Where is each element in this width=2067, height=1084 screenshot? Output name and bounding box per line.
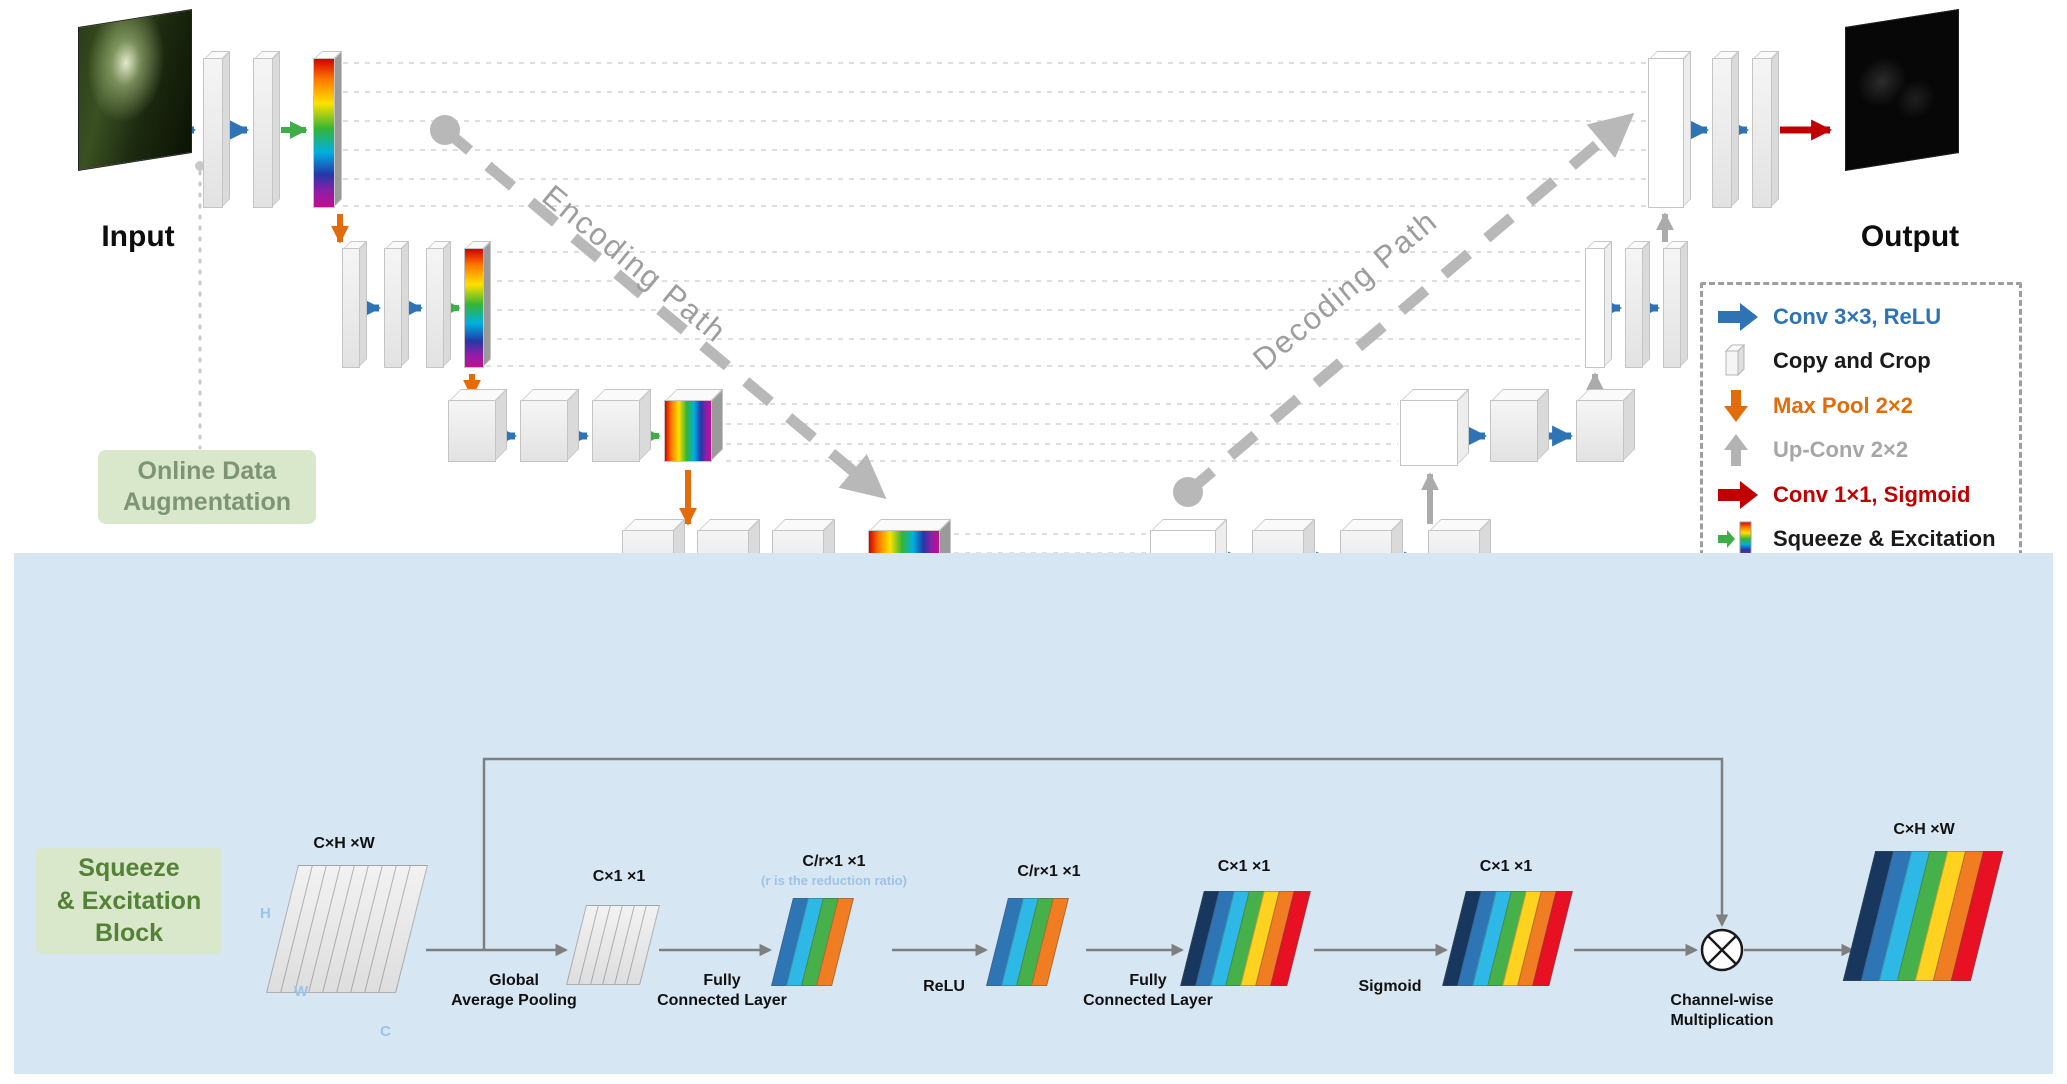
global-average-pooling-label: Global Average Pooling [451, 972, 577, 1009]
fc1-label: Fully Connected Layer [657, 972, 787, 1009]
pooled-dims-label: C×1 ×1 [592, 868, 646, 885]
conv-feature-slab [384, 248, 402, 368]
se-skip-line [482, 757, 1729, 950]
squeeze-excitation-panel: Squeeze & Excitation Block C×H ×W H W C … [14, 553, 2053, 1074]
sigmoid-label: Sigmoid [1358, 978, 1422, 995]
maxpool-arrow-icon [1715, 386, 1761, 426]
channel-multiplication-symbol [1700, 928, 1744, 972]
reduced-feature-stack [771, 898, 854, 988]
relu-dims-label: C/r×1 ×1 [1017, 863, 1081, 880]
copy-crop-feature [1585, 248, 1605, 368]
squeeze-excitation-block [313, 58, 335, 208]
legend-item-copy-crop: Copy and Crop [1715, 339, 2007, 383]
conv-feature-slab [1752, 58, 1772, 208]
excitation-feature-stack [1180, 891, 1311, 988]
legend-item-conv3x3: Conv 3×3, ReLU [1715, 295, 2007, 339]
relu-label: ReLU [923, 978, 965, 995]
excitation-dims-label: C×1 ×1 [1217, 858, 1271, 875]
legend-label: Up-Conv 2×2 [1773, 437, 1909, 463]
input-image [78, 8, 192, 172]
output-feature-stack [1842, 851, 2004, 983]
encoding-path-label: Encoding Path [536, 178, 734, 350]
conv-feature-slab [342, 248, 360, 368]
squeeze-excitation-block [464, 248, 484, 368]
conv1x1-arrow-icon [1715, 475, 1761, 515]
conv-feature-cube [520, 400, 568, 462]
skip-connection-lines [343, 62, 1646, 553]
legend-label: Conv 1×1, Sigmoid [1773, 481, 1971, 507]
copy-crop-feature [1400, 400, 1458, 466]
fc2-label: Fully Connected Layer [1083, 972, 1213, 1009]
axis-h-label: H [260, 905, 271, 922]
sigmoid-dims-label: C×1 ×1 [1479, 858, 1533, 875]
axis-w-label: W [294, 983, 309, 1000]
legend-label: Max Pool 2×2 [1773, 392, 1914, 418]
decoding-path-label: Decoding Path [1246, 203, 1444, 377]
legend-label: Copy and Crop [1773, 348, 1931, 374]
upconv-arrow-icon [1715, 430, 1761, 470]
se-flow-arrows [426, 757, 1855, 957]
legend-item-upconv: Up-Conv 2×2 [1715, 428, 2007, 472]
conv-feature-slab [1663, 248, 1681, 368]
conv-feature-slab [253, 58, 273, 208]
axis-c-label: C [380, 1023, 391, 1040]
output-dims-label: C×H ×W [1893, 821, 1955, 838]
legend-box: Conv 3×3, ReLU Copy and Crop Max Pool 2×… [1700, 282, 2022, 574]
conv-feature-cube [1576, 400, 1624, 462]
reduction-note: (r is the reduction ratio) [761, 873, 907, 888]
output-image [1845, 8, 1959, 172]
copy-crop-feature [1648, 58, 1684, 208]
copy-crop-slab-icon [1715, 341, 1761, 381]
squeeze-excitation-block [664, 400, 712, 462]
legend-item-maxpool: Max Pool 2×2 [1715, 384, 2007, 428]
legend-label: Squeeze & Excitation [1773, 525, 1996, 551]
unet-connectors: Encoding Path Decoding Path [164, 62, 1833, 553]
legend-label: Conv 3×3, ReLU [1773, 304, 1942, 329]
squeeze-excitation-title-box: Squeeze & Excitation Block [36, 848, 222, 954]
legend-item-conv1x1: Conv 1×1, Sigmoid [1715, 473, 2007, 517]
conv-feature-slab [426, 248, 444, 368]
channel-multiplication-label: Channel-wise Multiplication [1670, 992, 1774, 1029]
input-feature-stack [266, 865, 432, 995]
input-dims-label: C×H ×W [313, 835, 375, 852]
relu-feature-stack [986, 898, 1069, 988]
conv-feature-slab [1625, 248, 1643, 368]
conv-feature-cube [1490, 400, 1538, 462]
conv-feature-cube [448, 400, 496, 462]
conv-feature-cube [592, 400, 640, 462]
conv-feature-slab [1712, 58, 1732, 208]
conv-feature-slab [203, 58, 223, 208]
se-panel-connectors [426, 757, 1855, 972]
online-data-augmentation-box: Online Data Augmentation [98, 450, 316, 524]
legend-item-squeeze-excitation: Squeeze & Excitation [1715, 517, 2007, 561]
reduced-dims-label: C/r×1 ×1 [802, 853, 866, 870]
conv-arrow-icon [1715, 297, 1761, 337]
output-label: Output [1860, 220, 1960, 253]
sigmoid-feature-stack [1442, 891, 1573, 988]
input-label: Input [101, 220, 175, 253]
